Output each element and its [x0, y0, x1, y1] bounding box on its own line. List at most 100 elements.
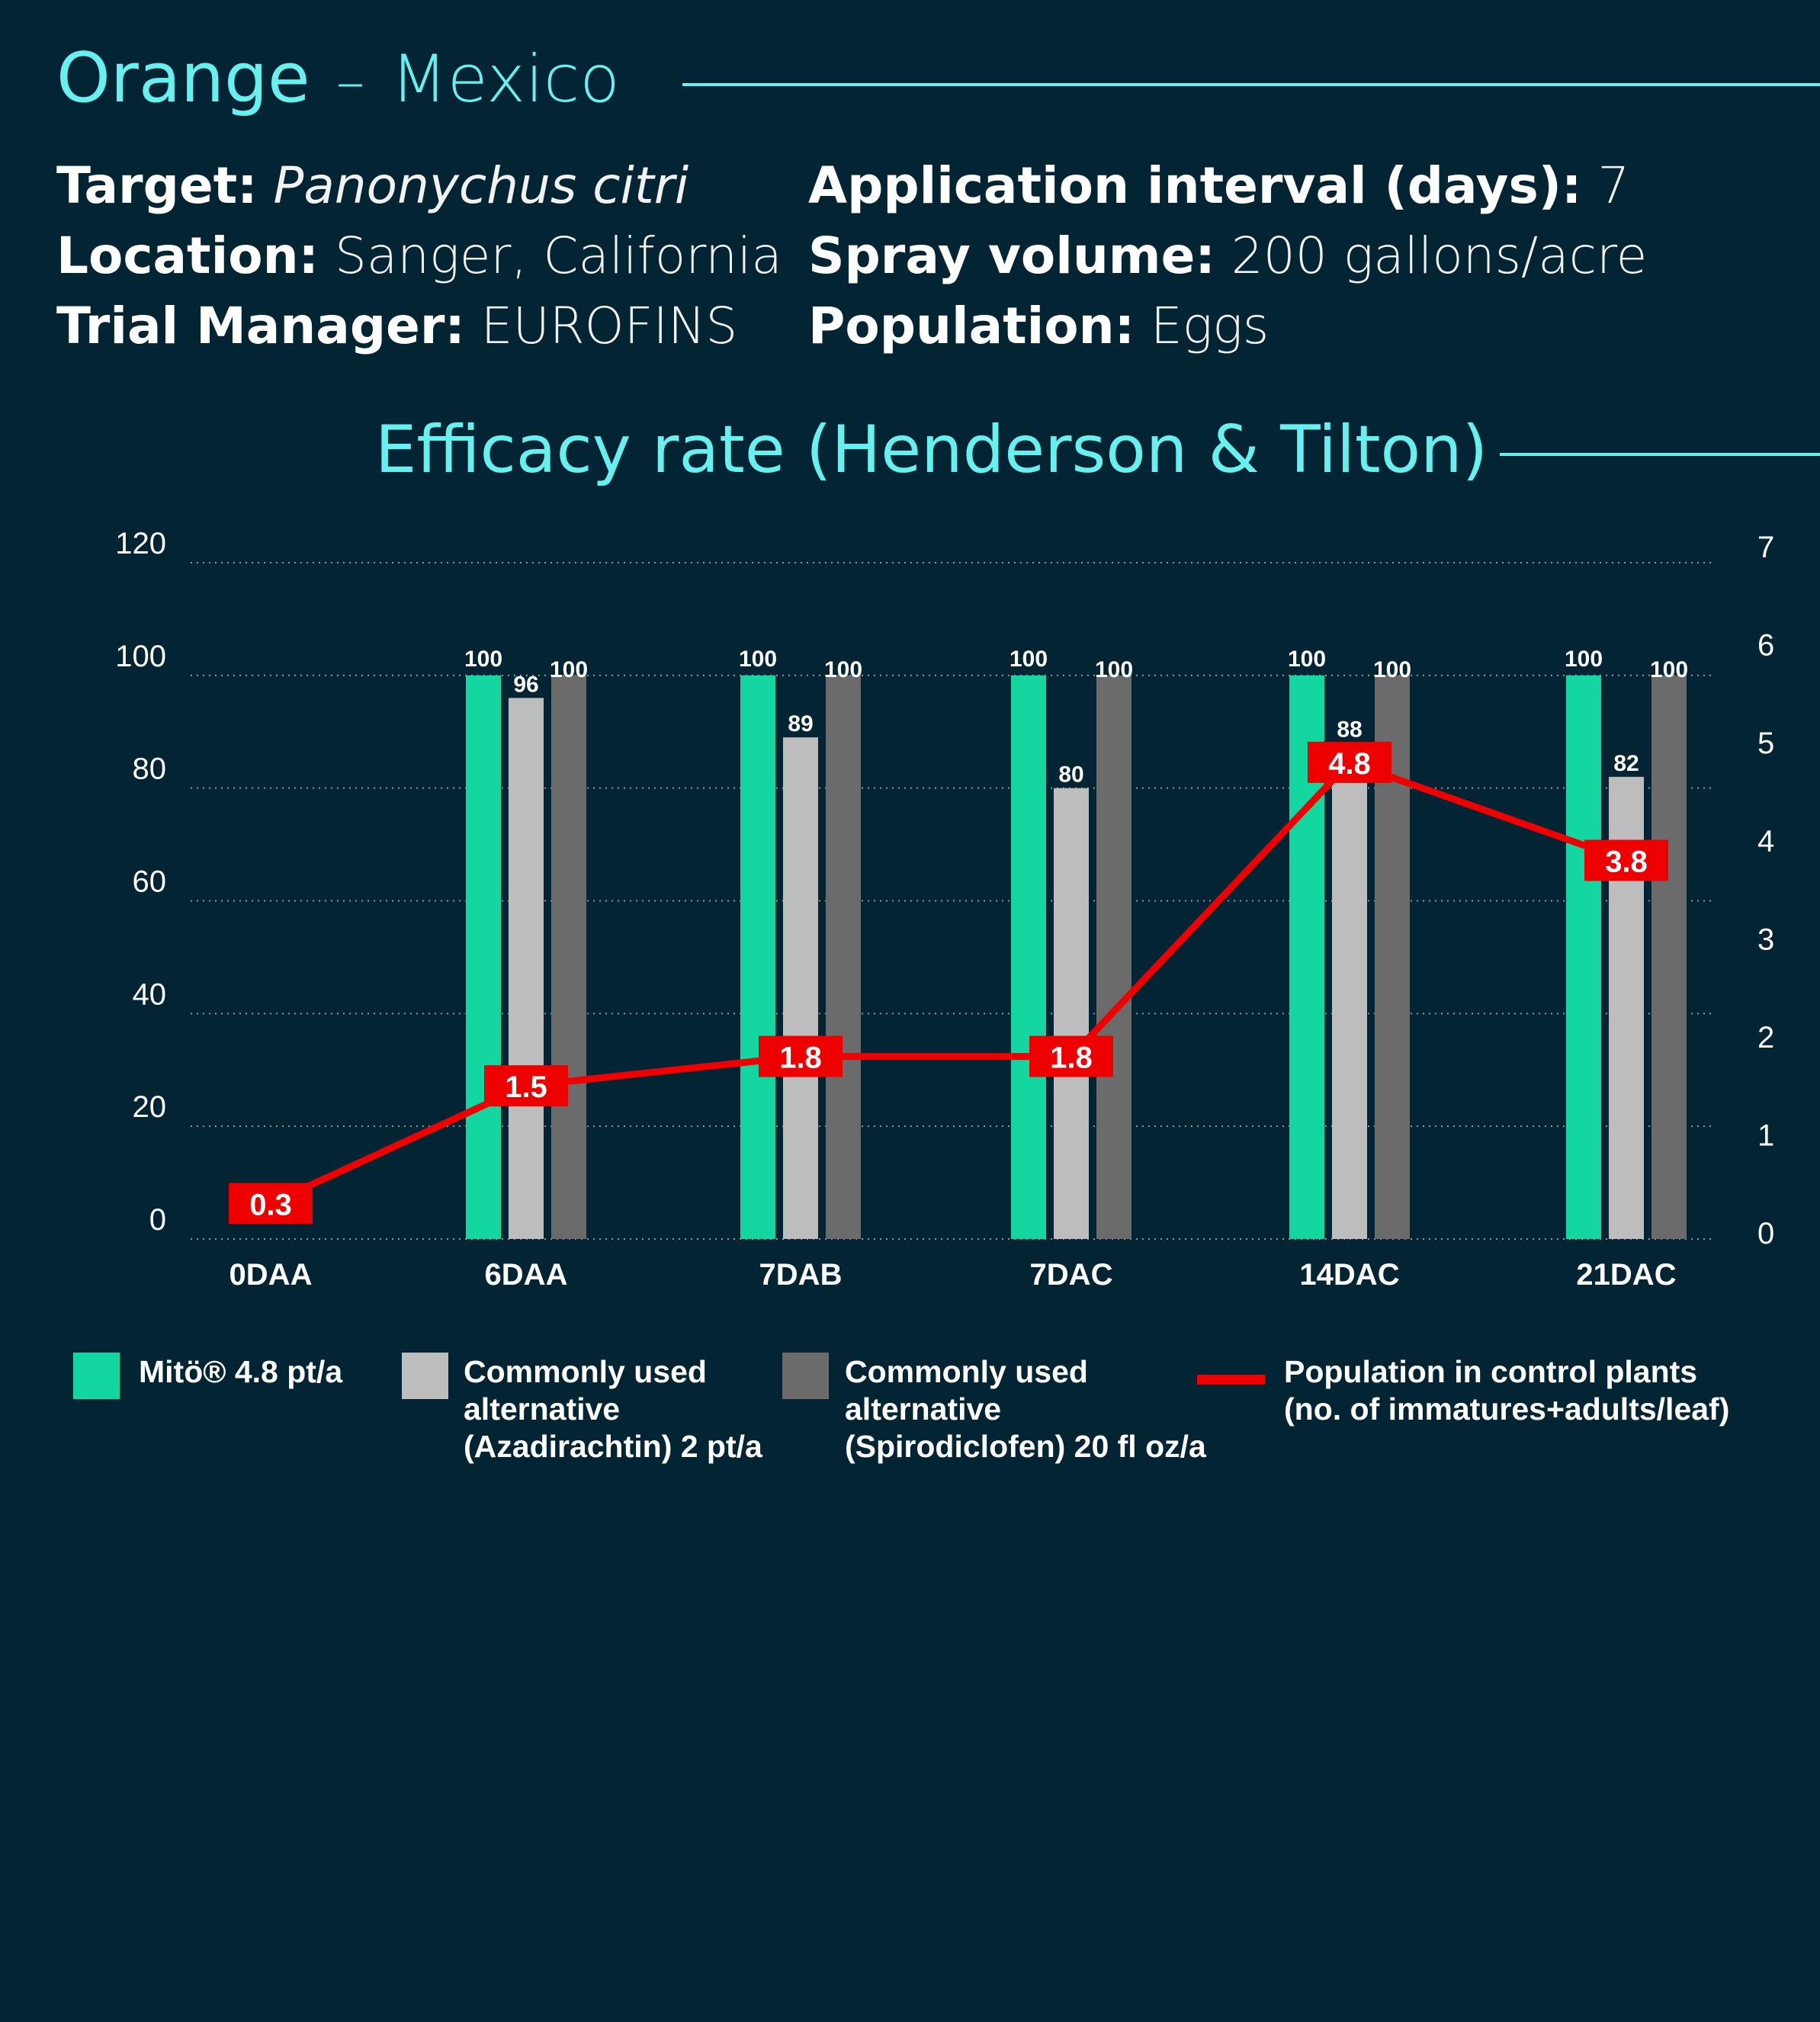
manager-row: Trial Manager: EUROFINS [56, 291, 782, 361]
population-data-label: 4.8 [1328, 747, 1371, 781]
population-marker [1029, 1035, 1113, 1077]
bar-2 [1096, 675, 1131, 1239]
bar-data-label: 80 [1058, 762, 1083, 788]
population-line [269, 759, 1628, 1207]
spray-value: 200 gallons/acre [1231, 226, 1648, 285]
population-data-label: 1.8 [1050, 1041, 1093, 1075]
y-axis-tick-label: 40 [133, 977, 167, 1011]
y2-axis-tick-label: 3 [1757, 923, 1774, 956]
population-data-label: 0.3 [249, 1188, 292, 1221]
bar-data-label: 100 [1565, 647, 1603, 672]
bar-data-label: 100 [1288, 647, 1326, 672]
bar-data-label: 96 [513, 672, 538, 697]
spray-label: Spray volume: [808, 226, 1215, 285]
interval-row: Application interval (days): 7 [808, 151, 1647, 221]
bar-0 [466, 675, 501, 1239]
legend-aza-line1: Commonly used [464, 1354, 707, 1389]
y2-axis-tick-label: 0 [1757, 1217, 1774, 1250]
bar-2 [551, 675, 586, 1239]
population-value: Eggs [1151, 297, 1270, 355]
bar-data-label: 100 [1650, 657, 1688, 682]
country-name: Mexico [390, 41, 620, 117]
y-axis-tick-label: 100 [115, 640, 166, 673]
population-marker [1308, 741, 1391, 783]
trial-meta-right: Application interval (days): 7 Spray vol… [808, 151, 1647, 361]
population-marker [484, 1065, 568, 1107]
interval-value: 7 [1597, 156, 1630, 215]
y2-axis-tick-label: 1 [1757, 1119, 1774, 1152]
bar-data-label: 100 [464, 647, 502, 672]
x-axis-tick-label: 7DAC [1030, 1258, 1113, 1292]
legend-population: Population in control plants (no. of imm… [1284, 1353, 1729, 1428]
efficacy-chart: 0 20 40 60 80 100 120 0 1 2 3 4 5 6 7 100 100 100 100 100 96… [115, 527, 1774, 1292]
bar-0 [740, 675, 775, 1239]
y2-axis-tick-label: 4 [1757, 825, 1774, 859]
legend-aza-line2: alternative [464, 1391, 621, 1427]
x-axis-tick-label: 6DAA [485, 1258, 568, 1292]
x-axis-tick-label: 0DAA [230, 1258, 313, 1292]
legend-spiro-line1: Commonly used [845, 1354, 1088, 1389]
location-row: Location: Sanger, California [56, 221, 782, 291]
bar-2 [826, 675, 861, 1239]
legend-line-population [1197, 1375, 1265, 1385]
population-data-label: 1.8 [779, 1041, 822, 1075]
bar-1 [1054, 788, 1089, 1239]
bar-0 [1011, 675, 1046, 1239]
population-row: Population: Eggs [808, 291, 1647, 361]
title-separator: – [335, 47, 365, 115]
chart-title-rule [1500, 453, 1820, 456]
bar-2 [1651, 675, 1687, 1239]
legend-mito: Mitö® 4.8 pt/a [139, 1353, 342, 1391]
page-title: Orange – Mexico [56, 38, 620, 130]
bar-data-label: 82 [1613, 751, 1639, 776]
y2-axis-tick-label: 7 [1757, 531, 1774, 564]
y-axis-tick-label: 20 [133, 1090, 167, 1124]
y2-axis-tick-label: 6 [1757, 629, 1774, 663]
chart-title: Efficacy rate (Henderson & Tilton) [375, 412, 1488, 488]
interval-label: Application interval (days): [808, 156, 1582, 215]
legend-aza-line3: (Azadirachtin) 2 pt/a [464, 1429, 762, 1464]
legend-swatch-spirodiclofen [782, 1353, 829, 1399]
bar-1 [1332, 743, 1367, 1239]
trial-meta-left: Target: Panonychus citri Location: Sange… [56, 151, 782, 361]
x-axis-tick-label: 21DAC [1576, 1258, 1676, 1292]
legend-pop-line2: (no. of immatures+adults/leaf) [1284, 1391, 1730, 1427]
y-axis-tick-label: 0 [149, 1203, 166, 1237]
target-row: Target: Panonychus citri [56, 151, 782, 221]
bar-data-label: 100 [1095, 657, 1133, 682]
population-marker [1584, 839, 1668, 881]
x-axis-tick-label: 14DAC [1299, 1258, 1399, 1292]
legend-swatch-azadirachtin [402, 1353, 448, 1399]
bar-data-label: 100 [739, 647, 777, 672]
legend-mito-label: Mitö® 4.8 pt/a [139, 1354, 343, 1389]
population-data-label: 1.5 [505, 1070, 547, 1104]
crop-name: Orange [56, 38, 310, 118]
title-rule [682, 83, 1820, 86]
y-axis-tick-label: 120 [115, 527, 166, 560]
population-marker [759, 1035, 843, 1077]
bar-1 [509, 698, 544, 1239]
bar-data-label: 100 [1010, 647, 1048, 672]
bar-1 [783, 737, 818, 1239]
bar-data-label: 100 [1373, 657, 1411, 682]
bar-0 [1566, 675, 1601, 1239]
target-label: Target: [56, 156, 258, 215]
y2-axis-tick-label: 2 [1757, 1021, 1774, 1054]
spray-row: Spray volume: 200 gallons/acre [808, 221, 1647, 291]
location-label: Location: [56, 226, 319, 285]
population-label: Population: [808, 297, 1135, 355]
y-axis-tick-label: 60 [133, 865, 167, 899]
bar-data-label: 88 [1337, 717, 1362, 743]
bar-data-label: 100 [824, 657, 862, 682]
legend-pop-line1: Population in control plants [1284, 1354, 1698, 1389]
manager-value: EUROFINS [480, 297, 738, 355]
legend-spiro-line3: (Spirodiclofen) 20 fl oz/a [845, 1429, 1206, 1464]
legend-swatch-mito [73, 1353, 120, 1399]
population-marker [229, 1183, 313, 1224]
manager-label: Trial Manager: [56, 297, 465, 355]
location-value: Sanger, California [334, 226, 782, 285]
population-data-label: 3.8 [1605, 845, 1648, 878]
bar-data-label: 100 [550, 657, 588, 682]
bar-data-label: 89 [788, 711, 813, 737]
legend-azadirachtin: Commonly used alternative (Azadirachtin)… [464, 1353, 762, 1465]
